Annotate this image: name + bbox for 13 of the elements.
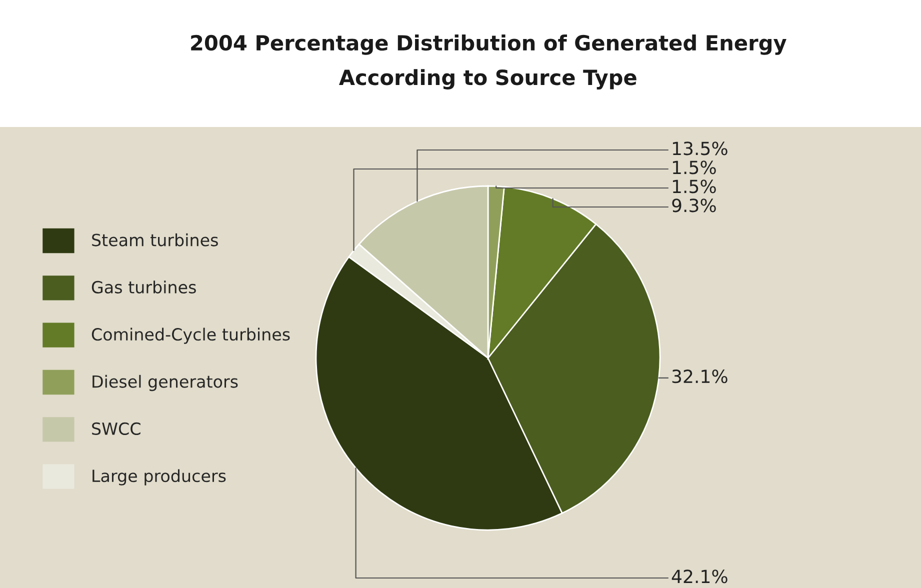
legend-label: Comined-Cycle turbines bbox=[92, 328, 290, 344]
data-label: 42.1% bbox=[672, 570, 728, 584]
chart-title: 2004 Percentage Distribution of Generated Energy According to Source Type bbox=[191, 34, 786, 90]
legend-label: Steam turbines bbox=[92, 233, 218, 246]
data-label: 1.5% bbox=[672, 180, 716, 194]
data-label: 1.5% bbox=[672, 160, 716, 174]
legend-label: Gas turbines bbox=[92, 280, 196, 294]
legend-label: SWCC bbox=[92, 422, 140, 435]
data-label: 9.3% bbox=[672, 198, 716, 212]
legend-label: Diesel generators bbox=[92, 374, 238, 392]
data-label: 13.5% bbox=[672, 142, 728, 156]
data-label: 32.1% bbox=[672, 370, 728, 384]
legend-label: Large producers bbox=[92, 469, 226, 486]
